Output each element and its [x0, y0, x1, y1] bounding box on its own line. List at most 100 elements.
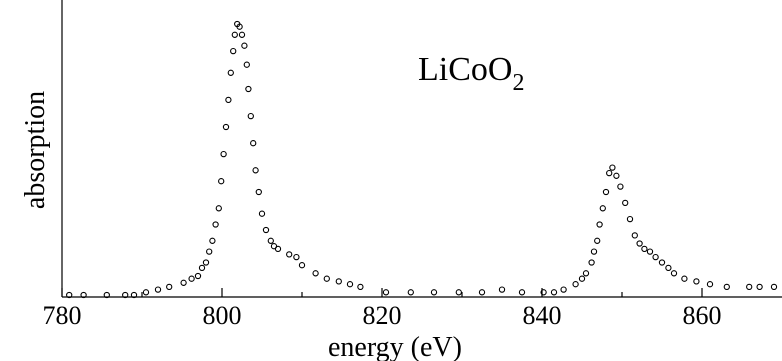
data-point — [198, 264, 206, 272]
data-point — [382, 289, 390, 296]
plot-frame — [61, 0, 782, 298]
data-point — [599, 205, 606, 212]
data-point — [130, 291, 138, 299]
data-point — [357, 283, 364, 291]
x-tick-label: 840 — [523, 301, 562, 330]
data-point — [455, 289, 462, 296]
data-point — [225, 96, 232, 104]
data-point — [80, 291, 87, 299]
data-point — [770, 283, 778, 291]
data-point — [498, 286, 506, 293]
data-point — [245, 85, 252, 93]
data-point — [255, 188, 262, 196]
x-tick-label: 800 — [203, 301, 242, 330]
data-point — [631, 232, 638, 239]
data-point — [560, 286, 567, 293]
data-point — [286, 251, 293, 258]
data-point — [588, 259, 595, 266]
data-point — [602, 188, 610, 196]
compound-label-main: LiCoO — [418, 51, 512, 88]
data-point — [335, 278, 342, 285]
data-point — [180, 279, 187, 286]
data-point — [220, 150, 227, 158]
data-point — [323, 275, 330, 282]
data-point — [293, 253, 300, 261]
compound-label-subscript: 2 — [512, 70, 524, 96]
data-point — [658, 259, 666, 266]
data-point — [681, 275, 688, 282]
data-point — [609, 164, 616, 171]
data-point — [518, 289, 526, 296]
data-point — [407, 289, 414, 296]
x-tick-label: 860 — [683, 301, 722, 330]
data-point — [142, 289, 150, 296]
data-point — [636, 240, 643, 247]
data-point — [646, 248, 654, 255]
data-point — [665, 264, 672, 272]
data-point — [606, 169, 613, 177]
data-point — [212, 221, 219, 228]
data-point — [594, 237, 601, 244]
x-axis-title: energy (eV) — [328, 332, 462, 361]
data-point — [258, 210, 266, 217]
data-point — [693, 278, 700, 285]
data-point — [206, 248, 213, 255]
data-point — [723, 283, 730, 291]
data-point — [540, 289, 547, 296]
data-point — [346, 281, 354, 288]
data-point — [478, 289, 486, 296]
data-point — [222, 123, 230, 131]
data-point — [243, 61, 250, 68]
data-point — [236, 23, 243, 30]
data-point — [103, 291, 110, 299]
data-points — [66, 20, 778, 299]
x-tick-label: 820 — [363, 301, 402, 330]
data-point — [241, 42, 248, 49]
data-point — [188, 275, 195, 282]
data-point — [641, 245, 648, 253]
data-point — [218, 178, 225, 185]
data-point — [706, 281, 714, 288]
data-point — [231, 31, 238, 38]
data-point — [578, 275, 586, 282]
data-point — [582, 270, 590, 277]
data-point — [572, 281, 579, 288]
x-axis-ticks — [61, 288, 703, 297]
y-axis-title: absorption — [20, 91, 51, 209]
x-tick-label: 780 — [43, 301, 82, 330]
data-point — [652, 253, 659, 261]
data-point — [227, 69, 234, 76]
data-point — [430, 289, 438, 296]
data-point — [230, 47, 237, 55]
data-point — [550, 289, 558, 296]
data-point — [252, 167, 259, 174]
data-point — [298, 262, 306, 269]
data-point — [312, 270, 319, 277]
data-point — [250, 140, 257, 147]
data-point — [262, 226, 270, 234]
data-point — [274, 245, 282, 253]
data-point — [622, 199, 629, 207]
data-point — [613, 172, 620, 179]
data-point — [746, 283, 753, 291]
data-point — [194, 272, 202, 280]
data-point — [626, 215, 634, 223]
data-point — [670, 270, 678, 277]
data-point — [590, 248, 598, 255]
data-point — [122, 291, 129, 299]
x-axis-tick-labels: 780 800 820 840 860 — [43, 301, 722, 330]
compound-label: LiCoO2 — [418, 51, 524, 96]
data-point — [238, 31, 246, 38]
data-point — [202, 259, 210, 266]
data-point — [267, 237, 274, 244]
data-point — [617, 183, 624, 190]
data-point — [209, 237, 216, 244]
data-point — [596, 221, 603, 228]
data-point — [215, 205, 222, 212]
data-point — [166, 283, 173, 291]
data-point — [756, 283, 763, 291]
data-point — [247, 112, 254, 120]
data-point — [154, 286, 162, 293]
data-point — [66, 291, 73, 299]
